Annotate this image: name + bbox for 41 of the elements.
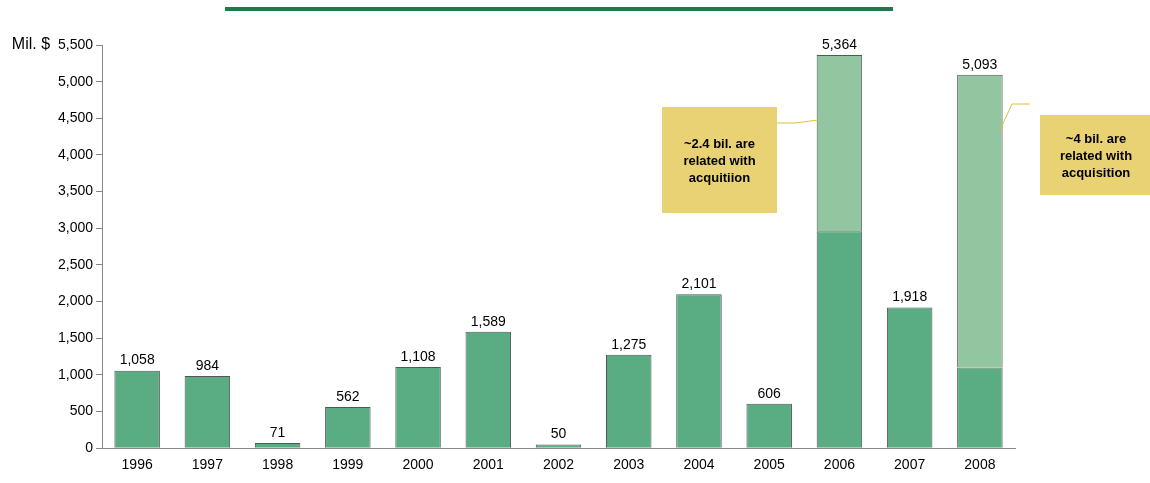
- total-label: 50: [550, 425, 567, 442]
- x-tick-label: 1998: [262, 456, 294, 473]
- total-label: 71: [269, 423, 286, 440]
- y-tick-label: 3,500: [57, 182, 94, 199]
- x-tick-label: 2003: [613, 456, 645, 473]
- x-tick-label: 1999: [332, 456, 364, 473]
- total-label: 1,275: [611, 335, 647, 352]
- y-tick-label: 1,000: [57, 365, 94, 382]
- total-label: 2,101: [681, 275, 717, 292]
- x-tick-label: 2007: [894, 456, 926, 473]
- x-tick-label: 2001: [472, 456, 505, 473]
- total-label: 984: [195, 356, 220, 373]
- y-tick-label: 4,000: [57, 145, 94, 162]
- y-tick-label: 500: [69, 402, 94, 419]
- x-tick-label: 2004: [683, 456, 715, 473]
- x-tick-label: 1996: [121, 456, 153, 473]
- y-tick-label: 0: [85, 439, 94, 456]
- y-tick-label: 2,000: [57, 292, 94, 309]
- y-tick-label: 4,500: [57, 109, 94, 126]
- total-label: 1,918: [892, 288, 928, 305]
- y-axis-title: Mil. $: [11, 35, 51, 53]
- total-label: 1,589: [470, 312, 507, 329]
- y-tick-label: 2,500: [57, 255, 94, 272]
- x-tick-label: 2002: [542, 456, 575, 473]
- x-tick-label: 1997: [191, 456, 224, 473]
- total-label: 562: [336, 387, 360, 404]
- callout-box: ~4 bil. are related with acquisition: [1040, 115, 1150, 195]
- y-tick-label: 5,000: [57, 72, 94, 89]
- total-label: 1,058: [119, 351, 155, 368]
- total-label: 5,364: [821, 35, 858, 52]
- total-label: 606: [757, 384, 782, 401]
- y-tick-label: 3,000: [57, 219, 94, 236]
- x-tick-label: 2000: [402, 456, 434, 473]
- x-tick-label: 2008: [964, 456, 996, 473]
- x-tick-label: 2005: [753, 456, 785, 473]
- y-tick-label: 1,500: [57, 329, 94, 346]
- total-label: 5,093: [962, 55, 998, 72]
- x-tick-label: 2006: [823, 456, 856, 473]
- callout-box: ~2.4 bil. are related with acquitiion: [662, 107, 777, 213]
- total-label: 1,108: [400, 347, 436, 364]
- y-tick-label: 5,500: [57, 35, 94, 52]
